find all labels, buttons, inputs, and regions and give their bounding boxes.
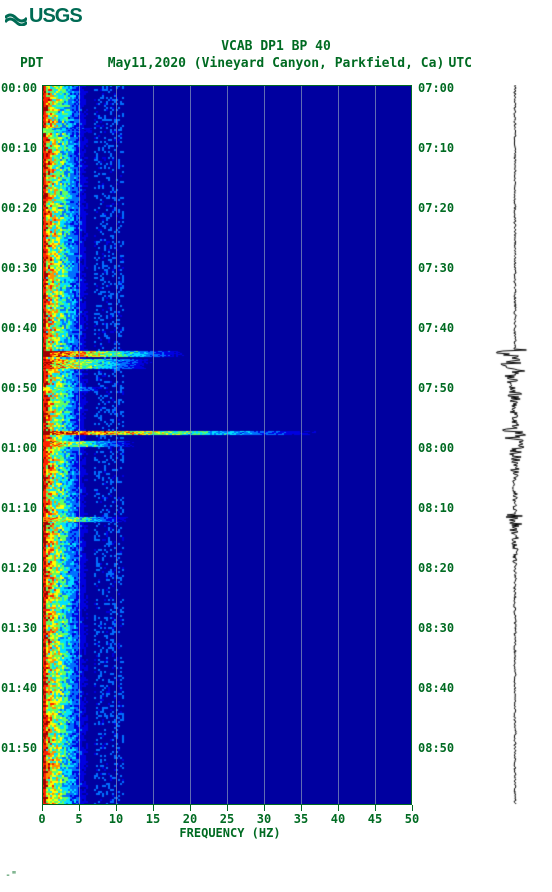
x-axis-label: FREQUENCY (HZ) (0, 826, 460, 840)
y-tick-left: 01:00 (1, 441, 37, 455)
y-tick-right: 07:00 (418, 81, 454, 95)
gridline (338, 85, 339, 805)
spectrogram-plot (42, 85, 412, 805)
x-tick: 5 (75, 812, 82, 826)
y-tick-right: 07:20 (418, 201, 454, 215)
y-tick-right: 07:50 (418, 381, 454, 395)
gridline (190, 85, 191, 805)
wave-icon (5, 8, 27, 26)
seismogram-canvas (495, 85, 535, 805)
y-tick-left: 00:10 (1, 141, 37, 155)
y-tick-left: 00:40 (1, 321, 37, 335)
y-tick-left: 01:50 (1, 741, 37, 755)
y-tick-left: 00:00 (1, 81, 37, 95)
y-tick-right: 08:20 (418, 561, 454, 575)
y-tick-left: 01:10 (1, 501, 37, 515)
y-tick-left: 00:30 (1, 261, 37, 275)
y-tick-left: 01:20 (1, 561, 37, 575)
x-tick: 40 (331, 812, 345, 826)
y-tick-right: 08:10 (418, 501, 454, 515)
gridline (264, 85, 265, 805)
y-tick-right: 08:30 (418, 621, 454, 635)
x-tick: 20 (183, 812, 197, 826)
title-line1: VCAB DP1 BP 40 (0, 39, 552, 54)
x-tick: 10 (109, 812, 123, 826)
title-line2: May11,2020 (Vineyard Canyon, Parkfield, … (108, 56, 445, 71)
x-tick: 50 (405, 812, 419, 826)
x-tick: 35 (294, 812, 308, 826)
x-tick: 25 (220, 812, 234, 826)
y-tick-right: 07:10 (418, 141, 454, 155)
y-tick-right: 08:00 (418, 441, 454, 455)
x-tick: 45 (368, 812, 382, 826)
gridline (153, 85, 154, 805)
usgs-logo: USGS (5, 5, 82, 28)
y-tick-right: 08:50 (418, 741, 454, 755)
y-tick-left: 00:50 (1, 381, 37, 395)
gridline (375, 85, 376, 805)
y-tick-left: 00:20 (1, 201, 37, 215)
gridline (116, 85, 117, 805)
x-tick: 15 (146, 812, 160, 826)
tz-left: PDT (20, 56, 43, 71)
y-tick-right: 07:30 (418, 261, 454, 275)
gridline (227, 85, 228, 805)
footer-mark: -" (5, 870, 17, 881)
y-tick-left: 01:30 (1, 621, 37, 635)
y-tick-right: 08:40 (418, 681, 454, 695)
gridline (301, 85, 302, 805)
gridline (79, 85, 80, 805)
logo-text: USGS (29, 5, 82, 28)
chart-title: VCAB DP1 BP 40 PDT May11,2020 (Vineyard … (0, 39, 552, 71)
y-tick-right: 07:40 (418, 321, 454, 335)
x-tick: 30 (257, 812, 271, 826)
y-tick-left: 01:40 (1, 681, 37, 695)
tz-right: UTC (449, 56, 472, 71)
seismogram-strip (495, 85, 535, 805)
x-tick: 0 (38, 812, 45, 826)
